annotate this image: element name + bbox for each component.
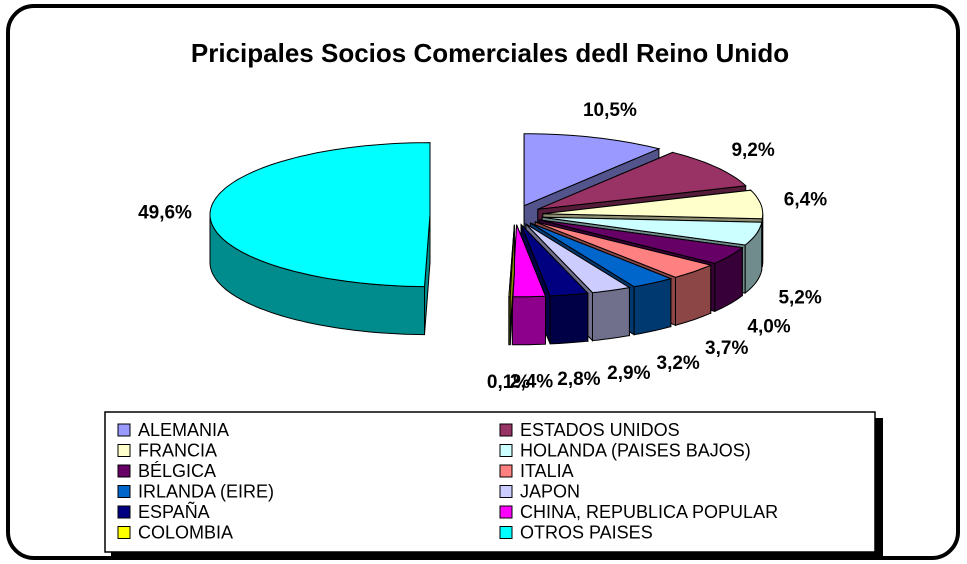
slice <box>539 219 744 264</box>
data-label: 9,2% <box>731 140 774 161</box>
legend-swatch <box>499 505 513 519</box>
legend <box>104 411 876 553</box>
legend-swatch <box>117 485 131 498</box>
slice-side <box>508 296 511 346</box>
legend-label: ESPAÑA <box>138 501 210 522</box>
slice <box>542 189 764 220</box>
legend-label: ESTADOS UNIDOS <box>520 420 680 440</box>
data-label: 49,6% <box>138 202 192 223</box>
slice-side <box>761 213 764 267</box>
slice <box>542 216 763 246</box>
slice <box>508 224 515 298</box>
legend-label: BÉLGICA <box>138 461 216 481</box>
legend-label: HOLANDA (PAISES BAJOS) <box>520 440 751 460</box>
data-label: 6,4% <box>784 190 827 211</box>
legend-swatch <box>117 444 131 457</box>
data-label: 4,0% <box>747 317 790 338</box>
data-label: 0,1% <box>487 372 530 393</box>
legend-label: IRLANDA (EIRE) <box>138 481 274 501</box>
slice <box>520 224 589 297</box>
legend-swatch <box>499 464 513 478</box>
legend-swatch <box>499 423 513 437</box>
legend-label: CHINA, REPUBLICA POPULAR <box>520 502 778 522</box>
slice <box>530 222 673 288</box>
slice <box>525 223 631 294</box>
data-label: 2,9% <box>607 363 650 384</box>
chart-title: Pricipales Socios Comerciales dedl Reino… <box>191 38 789 68</box>
slice <box>209 142 431 288</box>
slice <box>523 133 661 207</box>
legend-swatch <box>117 423 131 437</box>
legend-swatch <box>117 464 131 478</box>
data-label: 3,2% <box>657 353 700 374</box>
slice <box>511 224 547 298</box>
data-label: 10,5% <box>583 100 637 121</box>
slice-side <box>549 292 589 345</box>
data-label: 5,2% <box>778 287 821 308</box>
slice-side <box>633 277 672 336</box>
slice-side <box>592 287 630 342</box>
slice <box>535 221 713 278</box>
data-label: 2,8% <box>557 369 600 390</box>
legend-swatch <box>117 505 131 519</box>
legend-swatch <box>499 485 513 498</box>
legend-label: ALEMANIA <box>138 420 229 440</box>
data-label: 3,7% <box>705 338 748 359</box>
legend-label: JAPON <box>520 481 580 501</box>
slice <box>537 151 747 210</box>
legend-label: ITALIA <box>520 461 574 481</box>
legend-label: COLOMBIA <box>138 522 233 542</box>
slice-side <box>511 295 546 346</box>
legend-swatch <box>499 526 513 539</box>
legend-label: OTROS PAISES <box>520 522 653 542</box>
legend-label: FRANCIA <box>138 440 217 460</box>
legend-swatch <box>499 444 513 457</box>
legend-swatch <box>117 526 131 539</box>
data-label: 2,4% <box>510 372 553 393</box>
